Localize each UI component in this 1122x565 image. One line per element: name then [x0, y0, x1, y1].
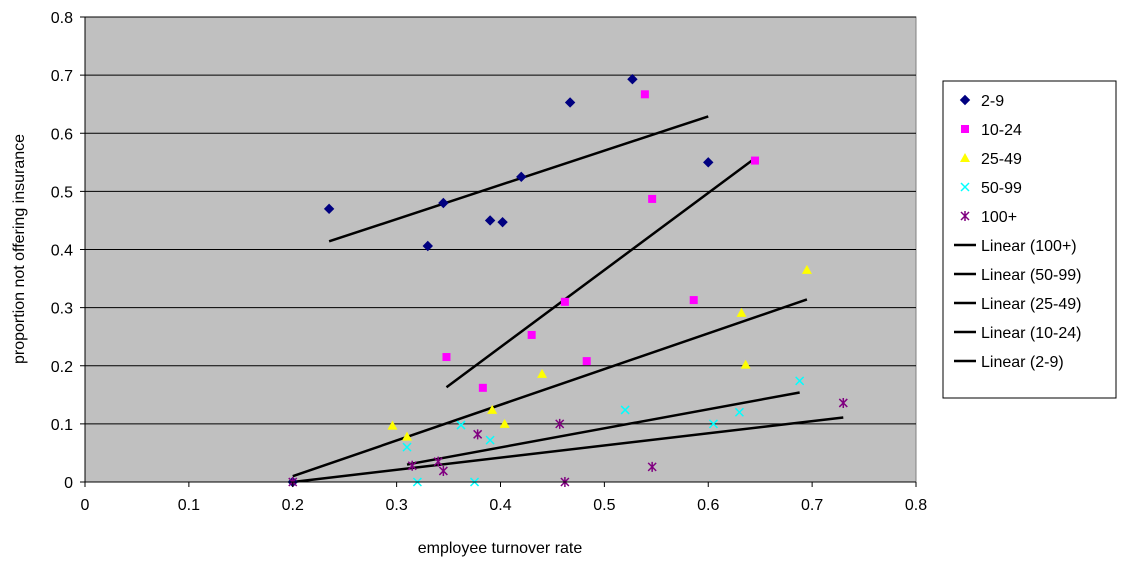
data-point [647, 461, 657, 472]
trendline [292, 298, 808, 478]
x-tick-label: 0.1 [178, 497, 200, 514]
legend-label: 10-24 [981, 122, 1022, 139]
data-point [402, 442, 412, 452]
data-point [734, 407, 744, 417]
y-tick-label: 0.2 [51, 359, 73, 376]
y-tick-label: 0.5 [51, 184, 73, 201]
data-point [648, 194, 657, 203]
data-point [516, 171, 527, 183]
data-point [640, 90, 649, 99]
legend-marker [961, 125, 969, 133]
legend-marker [960, 153, 970, 162]
x-tick-label: 0.5 [593, 497, 615, 514]
data-point [560, 297, 569, 306]
axes [80, 16, 917, 487]
legend-marker [960, 182, 970, 192]
data-point [564, 97, 576, 108]
y-tick-label: 0 [64, 475, 73, 492]
legend-label: Linear (50-99) [981, 267, 1082, 284]
data-point [407, 460, 417, 471]
y-tick-label: 0.7 [51, 68, 73, 85]
data-point [801, 264, 812, 274]
data-point [478, 383, 487, 392]
data-point [740, 359, 751, 369]
y-tick-label: 0.4 [51, 243, 73, 260]
data-point [402, 431, 413, 441]
x-axis-title: employee turnover rate [418, 540, 583, 557]
x-tick-label: 0.7 [801, 497, 823, 514]
legend-marker [959, 94, 971, 106]
legend-label: Linear (2-9) [981, 354, 1064, 371]
data-point [497, 216, 508, 228]
legend-label: 100+ [981, 209, 1017, 226]
data-point [438, 465, 448, 476]
trendline [292, 416, 844, 484]
legend-label: 50-99 [981, 180, 1022, 197]
y-tick-label: 0.6 [51, 126, 73, 143]
legend-label: 2-9 [981, 93, 1004, 110]
data-point [484, 215, 496, 226]
data-point [456, 420, 466, 430]
x-tick-label: 0.8 [905, 497, 927, 514]
data-point [582, 357, 591, 366]
data-point [387, 420, 398, 430]
legend: 2-9 10-24 25-49 50-99 100+ Linear (100+) Linea… [942, 80, 1117, 399]
x-tick-label: 0.2 [282, 497, 304, 514]
y-tick-label: 0.3 [51, 301, 73, 318]
y-tick-label: 0.1 [51, 417, 73, 434]
data-point [795, 376, 805, 386]
x-tick-label: 0.4 [489, 497, 511, 514]
legend-label: Linear (100+) [981, 238, 1077, 255]
data-point [442, 353, 451, 362]
legend-label: Linear (25-49) [981, 296, 1082, 313]
data-point [703, 157, 714, 168]
legend-label: 25-49 [981, 151, 1022, 168]
legend-label: Linear (10-24) [981, 325, 1082, 342]
data-point [485, 435, 495, 445]
data-point [527, 330, 536, 339]
data-point [708, 419, 718, 429]
data-point [627, 73, 638, 85]
data-point [620, 405, 630, 415]
data-point [422, 240, 433, 252]
data-point [323, 203, 335, 215]
y-tick-label: 0.8 [51, 10, 73, 27]
gridlines [85, 16, 916, 425]
trendline [406, 391, 800, 466]
data-point [838, 397, 848, 408]
legend-box [942, 80, 1117, 399]
x-tick-label: 0 [81, 497, 90, 514]
data-point [537, 368, 548, 378]
data-point [736, 307, 747, 317]
trendline [445, 157, 756, 389]
legend-marker [960, 211, 970, 221]
y-axis-title: proportion not offering insurance [11, 134, 28, 364]
trendlines [292, 115, 844, 484]
x-tick-label: 0.3 [386, 497, 408, 514]
data-point [433, 456, 443, 467]
data-point [438, 197, 449, 209]
data-point [555, 418, 565, 429]
data-point [750, 156, 759, 165]
tick-labels: 0 0.1 0.2 0.3 0.4 0.5 0.6 0.7 0.8 0 0.1 0.2 0.3 0.4 0.… [51, 10, 927, 514]
x-tick-label: 0.6 [697, 497, 719, 514]
data-point [499, 418, 510, 428]
data-point [689, 296, 698, 305]
data-point [487, 404, 498, 414]
data-point [473, 429, 483, 440]
